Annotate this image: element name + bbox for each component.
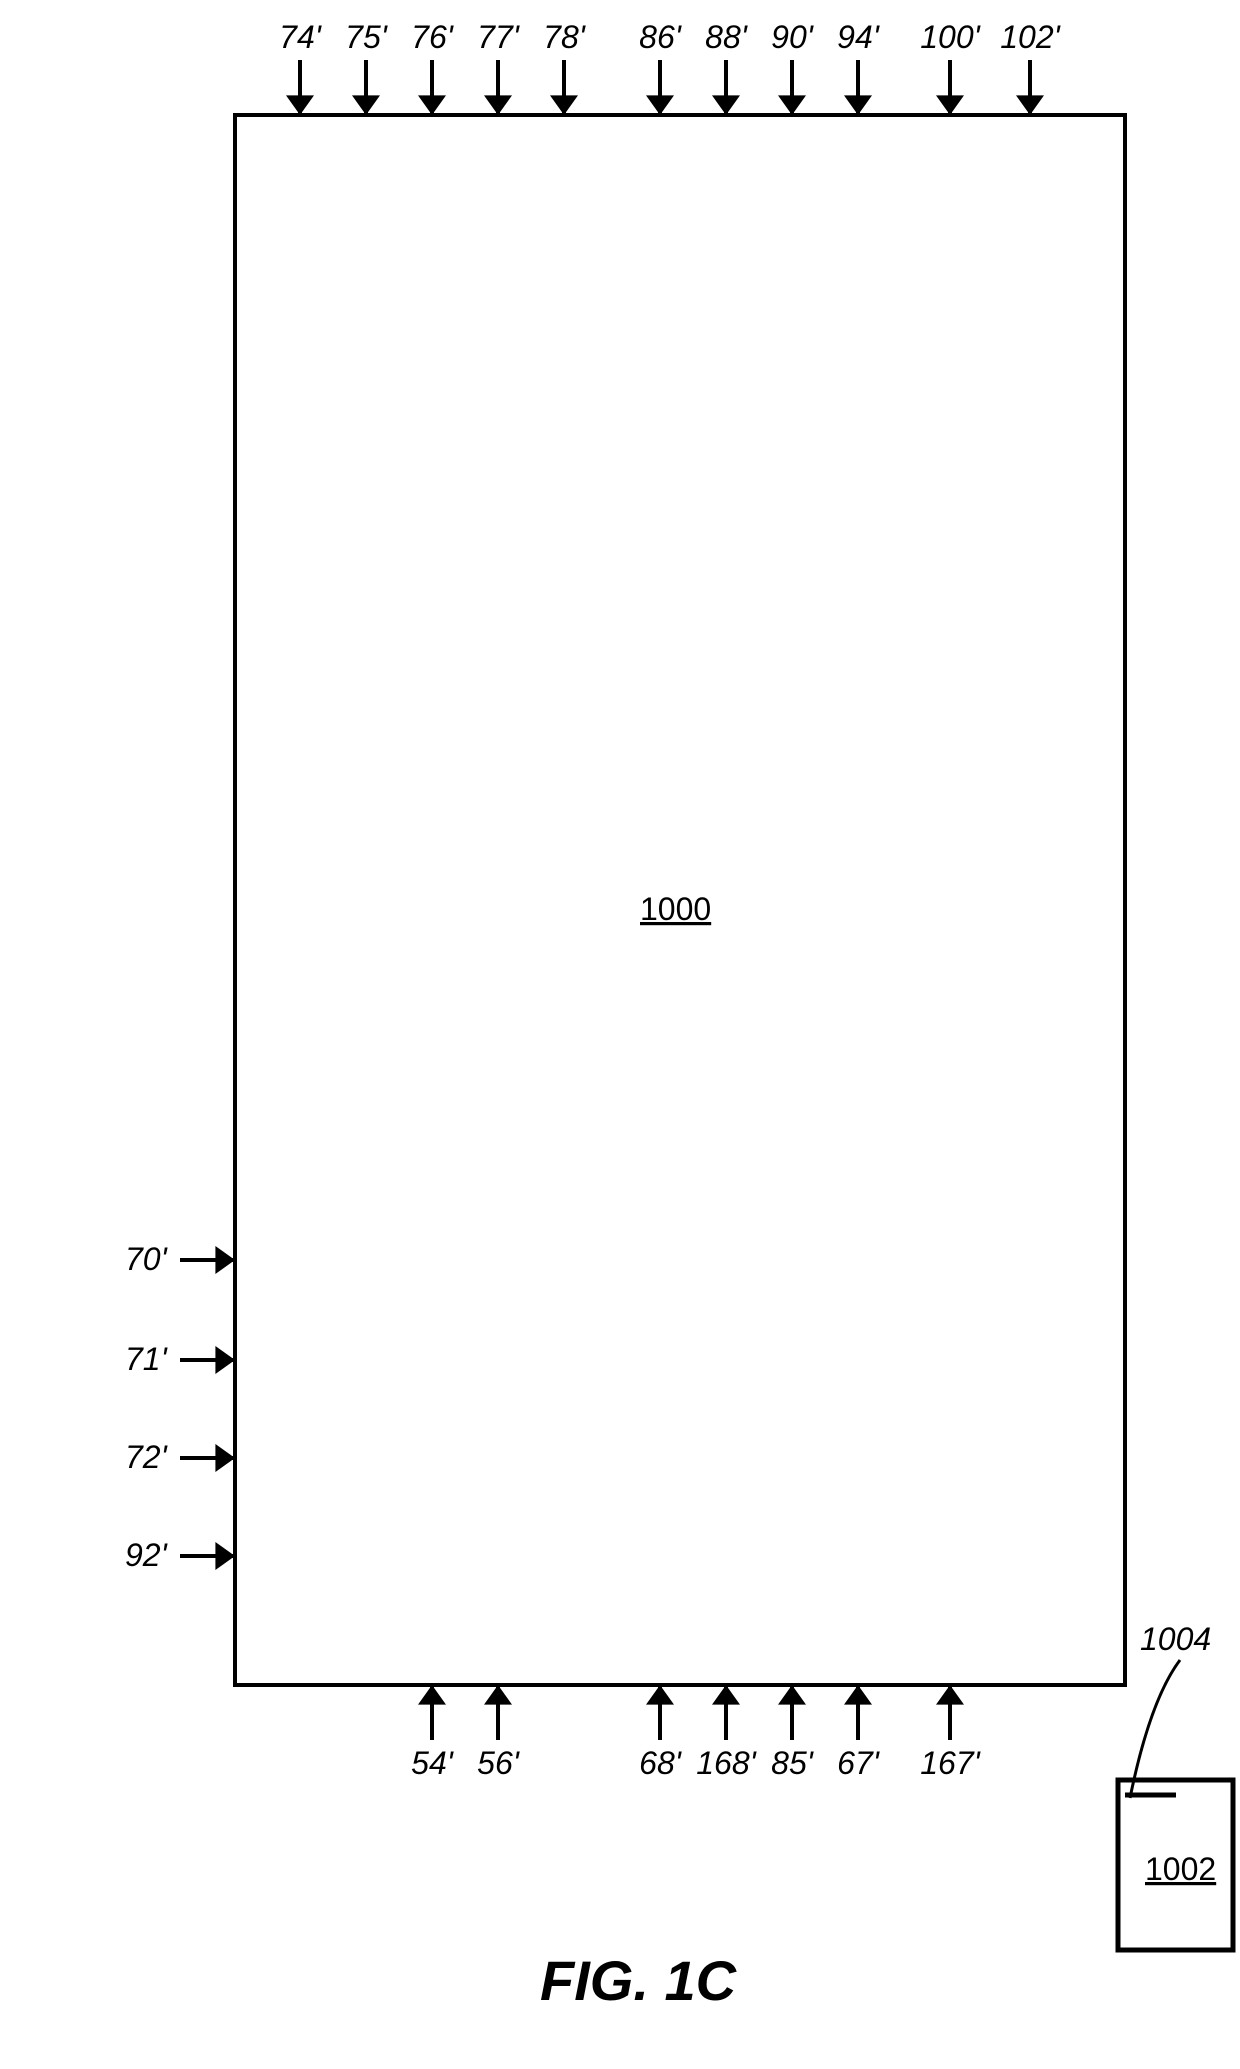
bottom-arrow: 54' [411, 1745, 455, 1781]
svg-text:70': 70' [125, 1241, 169, 1277]
left-arrow: 72' [125, 1439, 169, 1475]
svg-text:67': 67' [837, 1745, 881, 1781]
top-arrow: 78' [543, 19, 587, 55]
svg-text:167': 167' [920, 1745, 981, 1781]
svg-text:88': 88' [705, 19, 749, 55]
svg-text:1004: 1004 [1140, 1621, 1211, 1657]
top-arrow: 102' [1000, 19, 1061, 55]
svg-text:77': 77' [477, 19, 521, 55]
top-arrow: 86' [639, 19, 683, 55]
top-arrow: 94' [837, 19, 881, 55]
left-arrow: 92' [125, 1537, 169, 1573]
patent-figure: 1000 1002 1004 74' 75' 76' 77' 78' 86' 88' 90' 94' 1… [0, 0, 1240, 2069]
svg-text:75': 75' [345, 19, 389, 55]
svg-text:1000: 1000 [640, 891, 711, 927]
leader-line-1004 [1130, 1660, 1180, 1798]
svg-text:168': 168' [696, 1745, 757, 1781]
svg-text:94': 94' [837, 19, 881, 55]
svg-text:56': 56' [477, 1745, 521, 1781]
bottom-arrow: 56' [477, 1745, 521, 1781]
svg-text:90': 90' [771, 19, 815, 55]
left-arrow: 71' [125, 1341, 169, 1377]
svg-text:1002: 1002 [1145, 1851, 1216, 1887]
left-arrow: 70' [125, 1241, 169, 1277]
svg-text:68': 68' [639, 1745, 683, 1781]
svg-text:76': 76' [411, 19, 455, 55]
top-arrow: 100' [920, 19, 981, 55]
top-arrow: 88' [705, 19, 749, 55]
svg-text:100': 100' [920, 19, 981, 55]
top-arrow: 77' [477, 19, 521, 55]
bottom-arrow: 67' [837, 1745, 881, 1781]
top-arrow: 75' [345, 19, 389, 55]
bottom-arrow: 85' [771, 1745, 815, 1781]
svg-text:86': 86' [639, 19, 683, 55]
bottom-arrow: 68' [639, 1745, 683, 1781]
svg-text:102': 102' [1000, 19, 1061, 55]
svg-text:78': 78' [543, 19, 587, 55]
top-arrow: 76' [411, 19, 455, 55]
svg-text:92': 92' [125, 1537, 169, 1573]
svg-text:FIG. 1C: FIG. 1C [540, 1949, 738, 2012]
top-arrow: 74' [279, 19, 323, 55]
bottom-arrow: 168' [696, 1745, 757, 1781]
svg-text:54': 54' [411, 1745, 455, 1781]
top-arrow: 90' [771, 19, 815, 55]
svg-text:74': 74' [279, 19, 323, 55]
bottom-arrow: 167' [920, 1745, 981, 1781]
svg-text:72': 72' [125, 1439, 169, 1475]
svg-text:85': 85' [771, 1745, 815, 1781]
svg-text:71': 71' [125, 1341, 169, 1377]
